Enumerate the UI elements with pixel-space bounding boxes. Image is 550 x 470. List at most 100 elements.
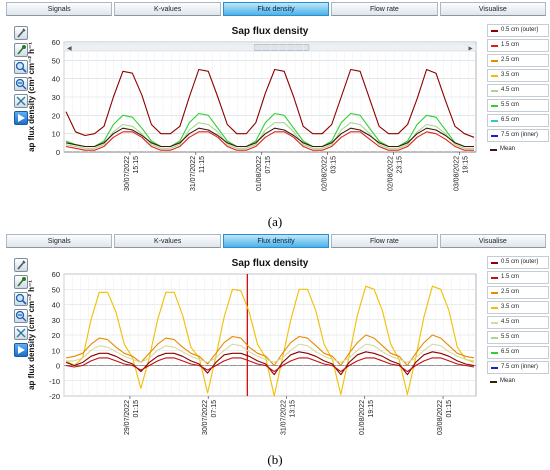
tab-signals[interactable]: Signals xyxy=(6,234,113,248)
legend-label: Mean xyxy=(500,378,516,384)
y-tick-label: 10 xyxy=(52,346,60,355)
fit-icon[interactable] xyxy=(14,94,28,108)
legend-swatch xyxy=(491,75,498,77)
x-tick-label: 02/08/2022 03:15 xyxy=(322,156,338,191)
legend-swatch xyxy=(491,120,498,122)
series-line-4-5-cm xyxy=(66,343,475,363)
legend-item[interactable]: 7.5 cm (inner) xyxy=(487,361,549,374)
zoom-out-icon[interactable] xyxy=(14,309,28,323)
tab-flow-rate[interactable]: Flow rate xyxy=(331,234,438,248)
x-tick-label: 31/07/2022 11:15 xyxy=(190,156,206,191)
play-icon[interactable] xyxy=(14,111,28,125)
series-line-3-5-cm xyxy=(65,285,475,397)
series-line-mean xyxy=(65,127,474,148)
legend-swatch xyxy=(491,277,498,279)
series-line-4-5-cm xyxy=(65,122,474,149)
tab-visualise[interactable]: Visualise xyxy=(439,2,547,16)
legend-item[interactable]: 5.5 cm xyxy=(487,331,549,344)
x-tick-label: 01/08/2022 19:15 xyxy=(359,400,375,435)
tab-flow-rate[interactable]: Flow rate xyxy=(331,2,438,16)
legend-swatch xyxy=(491,337,498,339)
legend-swatch xyxy=(491,352,498,354)
x-tick-label: 02/08/2022 23:15 xyxy=(388,156,404,191)
fit-icon[interactable] xyxy=(14,326,28,340)
legend-item[interactable]: 0.5 cm (outer) xyxy=(487,24,549,37)
play-icon[interactable] xyxy=(14,343,28,357)
caption-a: (a) xyxy=(267,214,283,229)
series-line-5-5-cm xyxy=(65,112,474,148)
legend-item[interactable]: 1.5 cm xyxy=(487,271,549,284)
zoom-in-icon[interactable] xyxy=(14,292,28,306)
legend-swatch xyxy=(491,262,498,264)
y-tick-label: 20 xyxy=(52,331,60,340)
legend-item[interactable]: Mean xyxy=(487,144,549,157)
tab-k-values[interactable]: K-values xyxy=(114,2,221,16)
legend-swatch xyxy=(491,60,498,62)
legend-item[interactable]: 0.5 cm (outer) xyxy=(487,256,549,269)
scroll-left-icon: ◀ xyxy=(67,46,72,52)
legend-item[interactable]: 3.5 cm xyxy=(487,301,549,314)
legend-item[interactable]: 6.5 cm xyxy=(487,114,549,127)
legend-label: 3.5 cm xyxy=(501,72,520,78)
y-tick-label: 50 xyxy=(52,56,60,65)
series-line-1-5-cm xyxy=(65,131,474,151)
legend-label: 2.5 cm xyxy=(501,57,520,63)
y-tick-label: 20 xyxy=(52,111,60,120)
legend-item[interactable]: 6.5 cm xyxy=(487,346,549,359)
legend-label: 6.5 cm xyxy=(501,349,520,355)
legend-swatch xyxy=(491,30,498,32)
legend-swatch xyxy=(491,307,498,309)
legend-label: 4.5 cm xyxy=(501,87,520,93)
y-tick-label: 50 xyxy=(52,285,60,294)
tab-bar: Signals K-values Flux density Flow rate … xyxy=(6,2,547,16)
chart-title: Sap flux density xyxy=(232,258,309,269)
tab-flux-density[interactable]: Flux density xyxy=(222,234,330,248)
legend-item[interactable]: 4.5 cm xyxy=(487,316,549,329)
y-tick-label: 0 xyxy=(56,148,60,157)
wrench-icon[interactable] xyxy=(14,26,28,40)
legend-item[interactable]: 2.5 cm xyxy=(487,286,549,299)
legend-label: 1.5 cm xyxy=(501,274,520,280)
legend-item[interactable]: 5.5 cm xyxy=(487,99,549,112)
tab-visualise[interactable]: Visualise xyxy=(439,234,547,248)
y-tick-label: 60 xyxy=(52,270,60,279)
chart-a: Sap flux density ◀ ▶ 0 10 20 30 40 50 60 ap flux d… xyxy=(27,26,477,191)
pipette-icon[interactable] xyxy=(14,43,28,57)
panel-b: Signals K-values Flux density Flow rate … xyxy=(6,234,549,444)
x-tick-label: 29/07/2022 01:15 xyxy=(124,400,140,435)
tab-flux-density[interactable]: Flux density xyxy=(222,2,330,16)
x-tick-label: 03/08/2022 01:15 xyxy=(437,400,453,435)
zoom-in-icon[interactable] xyxy=(14,60,28,74)
wrench-icon[interactable] xyxy=(14,258,28,272)
y-tick-label: 60 xyxy=(52,38,60,47)
legend-item[interactable]: 7.5 cm (inner) xyxy=(487,129,549,142)
zoom-out-icon[interactable] xyxy=(14,77,28,91)
legend-swatch xyxy=(491,135,498,137)
y-tick-label: 30 xyxy=(52,316,60,325)
caption-b: (b) xyxy=(267,452,283,467)
legend-label: 2.5 cm xyxy=(501,289,520,295)
chart-title: Sap flux density xyxy=(232,26,309,37)
tab-k-values[interactable]: K-values xyxy=(114,234,221,248)
x-tick-label: 03/08/2022 19:15 xyxy=(454,156,470,191)
legend-item[interactable]: Mean xyxy=(487,376,549,389)
legend-item[interactable]: 3.5 cm xyxy=(487,69,549,82)
legend-swatch xyxy=(491,367,498,369)
legend-label: 1.5 cm xyxy=(501,42,520,48)
legend-item[interactable]: 1.5 cm xyxy=(487,39,549,52)
legend-swatch xyxy=(491,105,498,107)
legend-label: 7.5 cm (inner) xyxy=(501,364,539,370)
y-axis-label: ap flux density (cm³ cm⁻² h⁻¹ xyxy=(27,280,36,390)
legend-item[interactable]: 4.5 cm xyxy=(487,84,549,97)
legend-label: 6.5 cm xyxy=(501,117,520,123)
y-tick-label: 0 xyxy=(56,362,60,371)
legend-swatch xyxy=(491,90,498,92)
legend-item[interactable]: 2.5 cm xyxy=(487,54,549,67)
pipette-icon[interactable] xyxy=(14,275,28,289)
y-tick-label: -20 xyxy=(49,392,60,401)
tab-signals[interactable]: Signals xyxy=(6,2,113,16)
legend-swatch xyxy=(490,149,497,151)
x-tick-label: 30/07/2022 15:15 xyxy=(124,156,140,191)
x-tick-label: 30/07/2022 07:15 xyxy=(202,400,218,435)
y-tick-label: -10 xyxy=(49,377,60,386)
